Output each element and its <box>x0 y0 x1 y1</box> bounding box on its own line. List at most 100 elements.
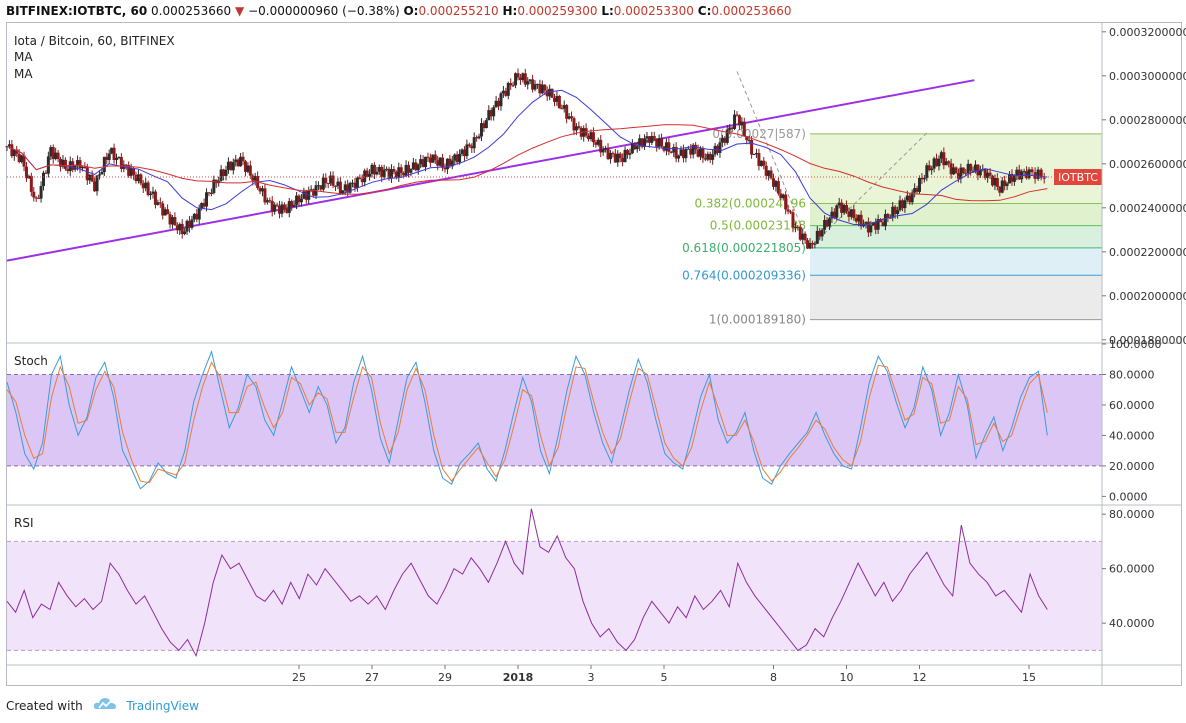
candle-body <box>209 192 213 194</box>
candle-body <box>589 132 593 140</box>
candle-body <box>645 136 649 139</box>
candle-body <box>978 169 982 176</box>
candle-body <box>443 167 447 170</box>
candle-body <box>854 217 858 222</box>
high-label: H: <box>502 4 518 18</box>
rsi-title: RSI <box>14 516 34 530</box>
candle-body <box>462 149 466 157</box>
candle-body <box>652 136 656 139</box>
candle-body <box>903 200 907 209</box>
candle-body <box>635 146 639 150</box>
candle-body <box>640 138 644 147</box>
candle-body <box>363 170 367 183</box>
candle-body <box>574 126 578 131</box>
candle-body <box>153 191 157 205</box>
down-arrow-icon: ▼ <box>235 4 245 18</box>
candle-body <box>321 177 325 190</box>
candle-body <box>954 167 958 174</box>
candle-body <box>236 159 240 167</box>
candle-body <box>1039 169 1043 178</box>
candle-body <box>918 177 921 192</box>
candle-body <box>696 149 700 157</box>
candle-body <box>876 219 880 230</box>
candle-body <box>720 137 724 143</box>
candle-body <box>10 144 14 157</box>
candle-body <box>117 156 121 159</box>
candle-body <box>518 77 522 81</box>
stoch-y-tick-label: 0.0000 <box>1109 490 1148 503</box>
candle-body <box>387 168 391 179</box>
candle-body <box>453 154 457 161</box>
candle-body <box>555 96 559 102</box>
stoch-y-tick-label: 100.0000 <box>1109 338 1162 351</box>
candle-body <box>251 175 255 181</box>
tradingview-link[interactable]: TradingView <box>126 699 199 713</box>
candle-body <box>268 200 272 202</box>
tradingview-cloud-icon <box>93 695 117 719</box>
candle-body <box>813 243 817 245</box>
candle-body <box>338 181 342 194</box>
candle-body <box>273 204 277 212</box>
candle-body <box>881 222 885 227</box>
candle-body <box>163 209 167 216</box>
candle-body <box>618 153 622 159</box>
candle-body <box>170 217 174 225</box>
fib-level-label: 0.618(0.000221805) <box>682 241 806 255</box>
fib-level-label: 1(0.000189180) <box>709 313 806 327</box>
candle-body <box>874 222 878 230</box>
candle-body <box>830 211 834 219</box>
candle-body <box>229 161 233 171</box>
candle-body <box>526 81 530 85</box>
candle-body <box>428 157 432 163</box>
y-tick-label: 0.0002200000 <box>1109 246 1186 259</box>
candle-body <box>188 220 191 228</box>
candle-body <box>859 214 863 227</box>
price-pane[interactable]: 0(0.00027|587) 0.382(0.00024196 0.5(0.0002… <box>5 68 1103 327</box>
candle-body <box>397 167 401 178</box>
fib-zone <box>810 247 1102 276</box>
candle-body <box>820 229 824 237</box>
candle-body <box>506 83 510 96</box>
candle-body <box>197 208 201 220</box>
candle-body <box>119 156 123 169</box>
candle-body <box>626 149 629 155</box>
candle-body <box>261 188 264 192</box>
candle-body <box>835 205 839 218</box>
candle-body <box>460 149 464 154</box>
candle-body <box>29 175 33 192</box>
candle-body <box>862 223 866 227</box>
candle-body <box>426 156 430 158</box>
candle-body <box>1017 169 1021 180</box>
candle-body <box>973 164 977 171</box>
candle-body <box>346 184 350 193</box>
candle-body <box>17 153 21 163</box>
footer: Created with TradingView <box>6 694 199 718</box>
candle-body <box>438 157 442 166</box>
fib-level-label: 0.5(0.00023188 <box>710 219 806 233</box>
candle-body <box>886 214 890 218</box>
candle-body <box>733 114 737 129</box>
candle-body <box>737 115 741 126</box>
rsi-y-tick-label: 80.0000 <box>1109 508 1155 521</box>
candle-body <box>151 191 155 194</box>
candle-body <box>689 148 693 155</box>
candle-body <box>939 152 943 159</box>
candle-body <box>402 172 406 176</box>
candle-body <box>219 169 223 181</box>
candle-body <box>621 158 625 163</box>
candle-body <box>891 206 895 218</box>
stoch-pane[interactable] <box>6 349 1102 490</box>
symbol-label: BITFINEX:IOTBTC, 60 <box>6 4 148 18</box>
candle-body <box>141 183 145 189</box>
rsi-pane[interactable] <box>6 508 1102 658</box>
fib-zone <box>810 275 1102 320</box>
candle-body <box>779 193 783 199</box>
candle-body <box>796 226 800 228</box>
candle-body <box>292 204 296 207</box>
candle-body <box>947 161 951 164</box>
candle-body <box>754 153 758 155</box>
candle-body <box>275 204 279 206</box>
candle-body <box>358 177 362 180</box>
candle-body <box>139 174 143 184</box>
